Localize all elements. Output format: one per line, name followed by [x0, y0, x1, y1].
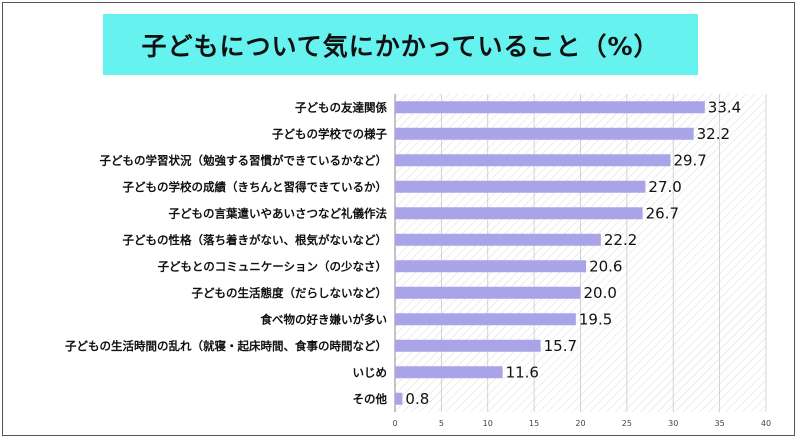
x-tick-label: 30 — [668, 419, 678, 428]
bar — [395, 313, 576, 326]
bar — [395, 127, 694, 140]
bar — [395, 286, 581, 299]
x-tick-label: 10 — [483, 419, 493, 428]
category-label: 子どもの生活態度（だらしないなど） — [192, 286, 388, 300]
value-label: 0.8 — [405, 390, 429, 408]
x-tick-label: 20 — [575, 419, 585, 428]
x-tick-label: 35 — [715, 419, 725, 428]
bar — [395, 101, 705, 114]
value-label: 33.4 — [708, 98, 741, 116]
category-label: 子どもの友達関係 — [295, 100, 387, 114]
category-label: 子どもの学校での様子 — [272, 127, 387, 141]
chart-title: 子どもについて気にかかっていること（%） — [141, 31, 660, 61]
value-label: 29.7 — [673, 151, 706, 169]
bar — [395, 339, 541, 352]
category-label: 子どもの性格（落ち着きがない、根気がないなど） — [123, 233, 388, 247]
x-tick-label: 40 — [761, 419, 771, 428]
x-tick-label: 25 — [622, 419, 632, 428]
bar — [395, 154, 671, 167]
category-label: 子どもの学習状況（勉強する習慣ができているかなど） — [100, 153, 388, 167]
category-label: 子どもとのコミュニケーション（の少なさ） — [158, 259, 387, 273]
chart-title-box: 子どもについて気にかかっていること（%） — [103, 14, 698, 75]
category-label: いじめ — [353, 365, 388, 379]
category-label: 食べ物の好き嫌いが多い — [261, 312, 388, 326]
x-tick-label: 0 — [392, 419, 397, 428]
value-label: 20.6 — [589, 257, 622, 275]
bar — [395, 366, 503, 379]
value-label: 15.7 — [544, 337, 577, 355]
x-tick-label: 5 — [439, 419, 444, 428]
bar — [395, 260, 587, 273]
value-label: 32.2 — [697, 125, 730, 143]
bar — [395, 392, 403, 405]
bar — [395, 233, 601, 246]
value-label: 11.6 — [506, 363, 539, 381]
category-label: 子どもの言葉遣いやあいさつなど礼儀作法 — [169, 206, 388, 220]
category-label: その他 — [353, 392, 388, 406]
value-label: 22.2 — [604, 231, 637, 249]
value-label: 19.5 — [579, 310, 612, 328]
value-label: 27.0 — [648, 178, 681, 196]
value-label: 26.7 — [646, 204, 679, 222]
x-tick-label: 15 — [529, 419, 539, 428]
value-label: 20.0 — [584, 284, 617, 302]
category-label: 子どもの生活時間の乱れ（就寝・起床時間、食事の時間など） — [65, 339, 387, 353]
bar — [395, 180, 646, 193]
bar — [395, 207, 643, 220]
category-label: 子どもの学校の成績（きちんと習得できているか） — [123, 180, 388, 194]
